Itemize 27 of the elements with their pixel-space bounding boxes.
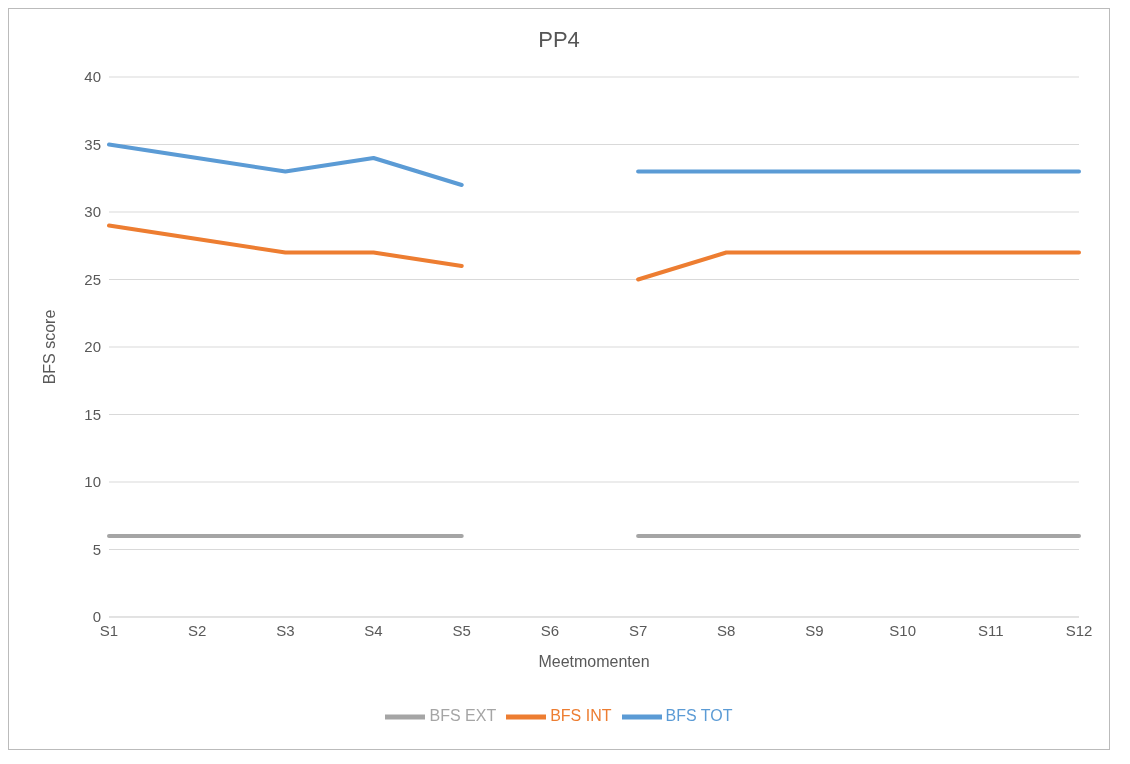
x-tick-label: S4	[364, 621, 383, 639]
y-tick-label: 10	[84, 473, 101, 491]
x-tick-label: S11	[978, 621, 1004, 639]
legend-label: BFS INT	[550, 707, 612, 725]
x-tick-label: S12	[1065, 621, 1093, 639]
y-tick-label: 40	[84, 68, 101, 86]
x-tick-label: S7	[628, 621, 648, 639]
y-tick-label: 15	[84, 405, 101, 423]
x-axis-title: Meetmomenten	[538, 653, 650, 670]
x-tick-label: S6	[540, 621, 560, 639]
y-tick-label: 0	[92, 608, 101, 626]
x-tick-label: S1	[99, 621, 119, 639]
y-tick-label: 5	[92, 540, 101, 558]
x-tick-label: S9	[805, 621, 824, 639]
chart-title: PP4	[537, 26, 581, 54]
y-tick-label: 30	[84, 203, 101, 221]
y-tick-label: 20	[84, 338, 101, 356]
x-tick-label: S10	[889, 621, 916, 639]
x-tick-label: S5	[452, 621, 471, 639]
x-tick-label: S3	[276, 621, 295, 639]
y-tick-label: 25	[84, 270, 101, 288]
y-tick-label: 35	[84, 135, 101, 153]
legend-label: BFS EXT	[429, 707, 497, 725]
x-tick-label: S8	[717, 621, 736, 639]
y-axis-title: BFS score	[40, 309, 58, 385]
x-tick-label: S2	[188, 621, 207, 639]
legend-label: BFS TOT	[665, 707, 733, 725]
